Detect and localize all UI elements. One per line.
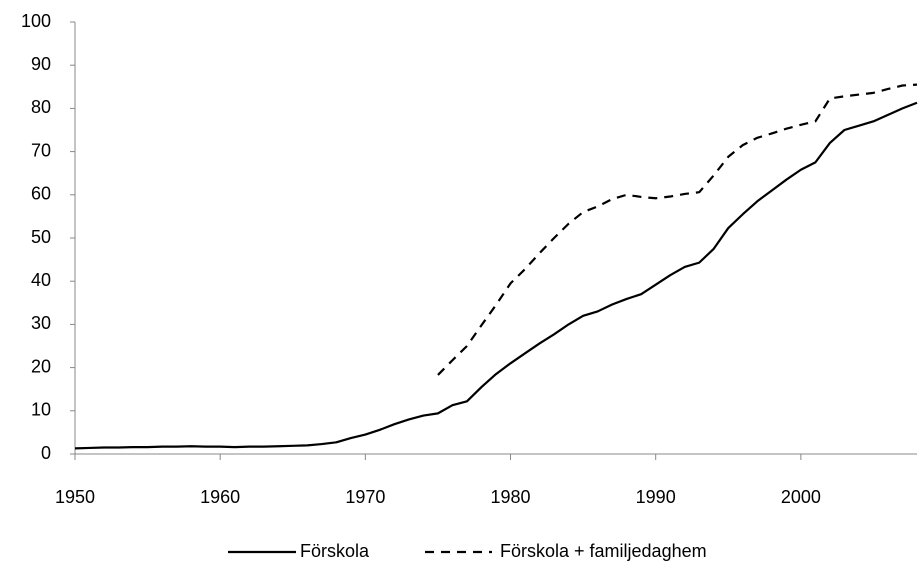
legend-label: Förskola + familjedaghem — [500, 541, 707, 561]
y-tick-label: 100 — [21, 11, 51, 31]
y-tick-label: 50 — [31, 227, 51, 247]
y-tick-label: 90 — [31, 54, 51, 74]
y-tick-label: 0 — [41, 443, 51, 463]
y-tick-label: 20 — [31, 356, 51, 376]
x-tick-label: 1960 — [200, 487, 240, 507]
line-series — [437, 83, 918, 376]
x-tick-label: 1970 — [345, 487, 385, 507]
legend-label: Förskola — [300, 541, 370, 561]
x-tick-label: 1980 — [490, 487, 530, 507]
y-tick-label: 30 — [31, 313, 51, 333]
y-tick-label: 70 — [31, 140, 51, 160]
line-series — [74, 101, 918, 450]
y-tick-label: 40 — [31, 270, 51, 290]
x-tick-label: 1990 — [636, 487, 676, 507]
x-tick-label: 2000 — [781, 487, 821, 507]
y-tick-label: 10 — [31, 400, 51, 420]
y-tick-label: 80 — [31, 97, 51, 117]
y-tick-label: 60 — [31, 184, 51, 204]
x-tick-label: 1950 — [55, 487, 95, 507]
